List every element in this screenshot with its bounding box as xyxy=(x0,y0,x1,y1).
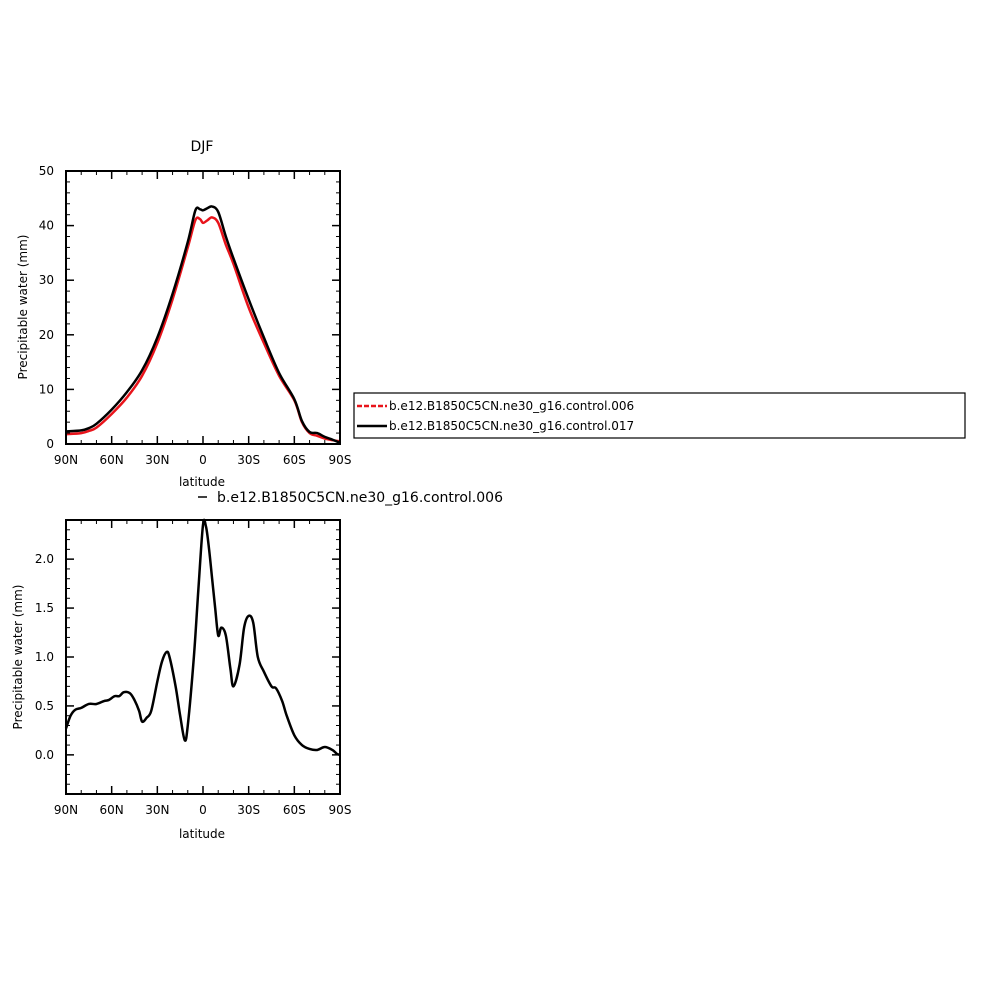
top-x-tick-label: 60N xyxy=(100,453,124,467)
bottom-axis-ticks: 90N 60N 30N 0 30S 60S 90S 0.0 0.5 1.0 1.5 2.0 xyxy=(35,519,352,817)
top-y-tick-label: 50 xyxy=(39,164,54,178)
bottom-x-tick-label: 0 xyxy=(199,803,207,817)
top-axis-ticks: 90N 60N 30N 0 30S 60S 90S 0 10 20 30 40 50 xyxy=(39,164,352,467)
bottom-plot-title: b.e12.B1850C5CN.ne30_g16.control.006 xyxy=(217,490,503,506)
top-y-tick-label: 40 xyxy=(39,219,54,233)
bottom-x-tick-label: 90N xyxy=(54,803,78,817)
bottom-y-tick-label: 2.0 xyxy=(35,552,54,566)
top-plot-title: DJF xyxy=(191,139,214,155)
top-y-tick-label: 0 xyxy=(46,437,54,451)
bottom-y-tick-label: 1.5 xyxy=(35,601,54,615)
bottom-y-tick-label: 0.0 xyxy=(35,748,54,762)
top-y-tick-label: 10 xyxy=(39,382,54,396)
top-y-tick-label: 20 xyxy=(39,328,54,342)
top-panel: DJF 90N 60N 30N 0 30S 60S 90S 0 10 20 30 40 50 latit… xyxy=(16,139,351,489)
bottom-y-tick-label: 1.0 xyxy=(35,650,54,664)
legend-label-control-017: b.e12.B1850C5CN.ne30_g16.control.017 xyxy=(389,419,634,433)
bottom-y-tick-label: 0.5 xyxy=(35,699,54,713)
top-x-tick-label: 0 xyxy=(199,453,207,467)
top-x-tick-label: 30N xyxy=(145,453,169,467)
legend-box xyxy=(353,392,966,439)
top-series-line-1 xyxy=(65,205,341,445)
bottom-plot-frame xyxy=(65,519,341,795)
top-y-tick-label: 30 xyxy=(39,273,54,287)
bottom-series-lines xyxy=(64,518,341,757)
bottom-series-line-0 xyxy=(64,518,341,757)
legend-label-control-006: b.e12.B1850C5CN.ne30_g16.control.006 xyxy=(389,399,634,413)
bottom-y-axis-title: Precipitable water (mm) xyxy=(11,585,25,730)
bottom-x-tick-label: 60N xyxy=(100,803,124,817)
top-x-axis-title: latitude xyxy=(179,475,225,489)
top-series-line-0 xyxy=(65,216,341,443)
legend: b.e12.B1850C5CN.ne30_g16.control.006 b.e… xyxy=(353,392,966,439)
top-x-tick-label: 30S xyxy=(237,453,260,467)
bottom-x-axis-title: latitude xyxy=(179,827,225,841)
bottom-x-tick-label: 30N xyxy=(145,803,169,817)
top-series-lines xyxy=(65,205,341,445)
bottom-x-tick-label: 60S xyxy=(283,803,306,817)
bottom-x-tick-label: 30S xyxy=(237,803,260,817)
top-x-tick-label: 90S xyxy=(329,453,352,467)
bottom-panel: b.e12.B1850C5CN.ne30_g16.control.006 90N… xyxy=(11,490,503,841)
top-y-axis-title: Precipitable water (mm) xyxy=(16,235,30,380)
top-x-tick-label: 60S xyxy=(283,453,306,467)
bottom-x-tick-label: 90S xyxy=(329,803,352,817)
top-plot-frame xyxy=(65,170,341,445)
top-x-tick-label: 90N xyxy=(54,453,78,467)
